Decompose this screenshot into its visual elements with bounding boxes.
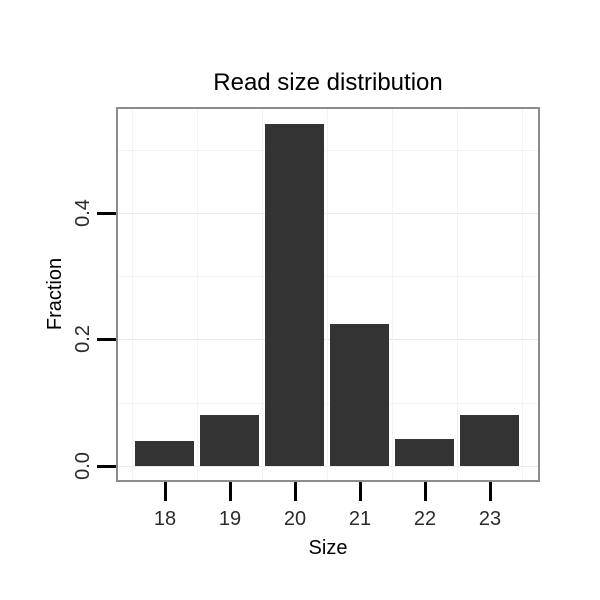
y-tick-mark bbox=[97, 465, 116, 468]
x-tick-label: 23 bbox=[478, 508, 502, 530]
plot-panel bbox=[116, 107, 540, 482]
x-tick-label: 18 bbox=[153, 508, 177, 530]
gridline-minor-vertical bbox=[457, 109, 458, 480]
x-tick-mark bbox=[489, 482, 492, 501]
bar-size-19 bbox=[200, 415, 259, 466]
bar-size-18 bbox=[135, 441, 194, 466]
gridline-minor-vertical bbox=[132, 109, 133, 480]
x-axis-title: Size bbox=[308, 537, 348, 559]
x-tick-mark bbox=[229, 482, 232, 501]
x-tick-label: 21 bbox=[348, 508, 372, 530]
bar-size-20 bbox=[265, 124, 324, 466]
x-tick-label: 22 bbox=[413, 508, 437, 530]
gridline-minor-vertical bbox=[392, 109, 393, 480]
y-tick-label: 0.4 bbox=[72, 198, 94, 227]
gridline-minor-vertical bbox=[327, 109, 328, 480]
x-tick-mark bbox=[424, 482, 427, 501]
x-tick-mark bbox=[359, 482, 362, 501]
gridline-minor-vertical bbox=[522, 109, 523, 480]
y-tick-label: 0.0 bbox=[72, 452, 94, 480]
x-tick-mark bbox=[294, 482, 297, 501]
x-tick-mark bbox=[164, 482, 167, 501]
gridline-major-horizontal bbox=[118, 212, 538, 214]
x-tick-label: 19 bbox=[218, 508, 242, 530]
x-tick-label: 20 bbox=[283, 508, 307, 530]
y-tick-mark bbox=[97, 211, 116, 215]
gridline-minor-vertical bbox=[197, 109, 198, 480]
bar-size-22 bbox=[395, 439, 454, 466]
bar-size-21 bbox=[330, 324, 389, 466]
chart-title: Read size distribution bbox=[213, 69, 443, 96]
gridline-minor-horizontal bbox=[118, 402, 538, 404]
gridline-minor-vertical bbox=[262, 109, 263, 480]
gridline-minor-horizontal bbox=[118, 276, 538, 278]
y-axis-title: Fraction bbox=[44, 257, 66, 331]
gridline-minor-horizontal bbox=[118, 149, 538, 151]
gridline-major-horizontal bbox=[118, 339, 538, 341]
y-tick-mark bbox=[97, 338, 116, 342]
gridline-major-horizontal bbox=[118, 466, 538, 467]
y-tick-label: 0.2 bbox=[72, 325, 94, 354]
bar-size-23 bbox=[460, 415, 519, 466]
